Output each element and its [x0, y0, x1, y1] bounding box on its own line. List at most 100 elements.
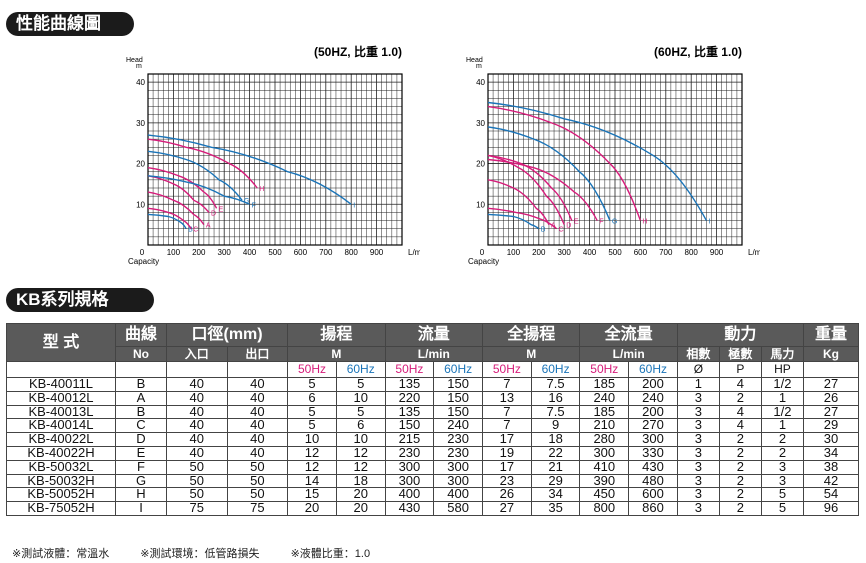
head-unit-header: M — [287, 346, 386, 362]
table-cell: 50 — [226, 473, 289, 489]
table-cell: 38 — [803, 459, 859, 475]
table-cell: 600 — [628, 487, 678, 503]
series-line-I — [147, 134, 352, 205]
series-line-H — [487, 105, 642, 221]
series-label: F — [252, 202, 256, 209]
x-tick-label: 500 — [608, 248, 622, 257]
series-label: B — [541, 227, 546, 234]
footnote: ※測試液體：常溫水 — [12, 548, 110, 560]
y-tick-label: 10 — [136, 200, 145, 209]
table-cell: 800 — [579, 501, 630, 516]
unit-cell: 50Hz — [287, 361, 337, 378]
series-label: H — [259, 186, 264, 193]
table-cell: 75 — [226, 501, 289, 516]
y-tick-label: 20 — [476, 160, 485, 169]
table-cell: 3 — [676, 459, 720, 475]
table-cell: 54 — [803, 487, 859, 503]
table-cell: 430 — [384, 501, 435, 516]
table-row: KB-40012L A 40 40 6 10 220 150 13 16 240 240 3 2 1 26 — [6, 390, 859, 406]
footnotes: ※測試液體：常溫水 ※測試環境：低管路損失 ※液體比重：1.0 — [12, 545, 398, 561]
table-cell: 50 — [226, 459, 289, 475]
table-cell: 18 — [530, 432, 581, 447]
series-label: C — [559, 227, 564, 234]
table-cell: 50 — [166, 459, 228, 475]
table-row: KB-40011L B 40 40 5 5 135 150 7 7.5 185 200 1 4 1/2 27 — [6, 377, 859, 392]
power-header: 動力 — [676, 323, 805, 347]
series-line-B — [147, 213, 187, 230]
table-cell: 30 — [803, 432, 859, 447]
table-cell: 480 — [628, 473, 678, 489]
table-cell: 26 — [482, 487, 532, 503]
table-cell: 35 — [530, 501, 581, 516]
chart-title: (50HZ, 比重 1.0) — [314, 44, 402, 59]
table-cell: 96 — [803, 501, 859, 516]
series-label: E — [219, 206, 224, 213]
series-label: G — [244, 198, 249, 205]
full-flow-header: 全流量 — [579, 323, 678, 347]
series-line-F — [487, 158, 598, 221]
model-header: 型 式 — [6, 323, 116, 362]
table-cell: 230 — [384, 445, 435, 461]
unit-cell: HP — [760, 361, 805, 378]
unit-cell: P — [718, 361, 762, 378]
series-line-D — [147, 175, 210, 213]
table-cell: I — [115, 501, 167, 516]
table-cell: 430 — [628, 459, 678, 475]
series-line-F — [147, 175, 250, 205]
unit-cell: 50Hz — [579, 361, 630, 378]
table-cell: 20 — [335, 501, 386, 516]
unit-cell: 50Hz — [482, 361, 532, 378]
table-cell: 300 — [628, 432, 678, 447]
series-line-G — [147, 150, 243, 201]
table-row: KB-40022H E 40 40 12 12 230 230 19 22 300 330 3 2 2 34 — [6, 445, 859, 461]
y-tick-label: 10 — [476, 200, 485, 209]
table-cell: F — [115, 459, 167, 475]
x-tick-label: 800 — [685, 248, 699, 257]
table-cell: 2 — [718, 459, 762, 475]
table-cell: 200 — [628, 377, 678, 392]
x-tick-label: 700 — [659, 248, 673, 257]
table-cell: 230 — [433, 432, 483, 447]
poles-header: 極數 — [718, 346, 762, 362]
table-cell: 1/2 — [760, 404, 805, 420]
table-cell: 12 — [335, 459, 386, 475]
y-axis-label: Head — [126, 57, 143, 64]
table-cell: 40 — [226, 432, 289, 447]
series-label: I — [708, 219, 710, 226]
table-cell: 580 — [433, 501, 483, 516]
x-tick-label: 300 — [218, 248, 232, 257]
unit-cell: 60Hz — [335, 361, 386, 378]
full-head-unit-header: M — [481, 346, 581, 362]
x-tick-label: 900 — [370, 248, 384, 257]
weight-unit-header: Kg — [803, 346, 859, 362]
phase-header: 相數 — [676, 346, 720, 362]
table-cell: 75 — [166, 501, 228, 516]
series-line-B — [487, 213, 540, 230]
table-cell: 7.5 — [530, 377, 581, 392]
weight-header: 重量 — [803, 323, 859, 347]
curve-sub-header: No — [115, 346, 167, 362]
table-cell: 27 — [482, 501, 532, 516]
series-line-E — [147, 166, 218, 209]
y-tick-label: 40 — [476, 78, 485, 87]
x-tick-label: 100 — [167, 248, 181, 257]
flow-header: 流量 — [384, 323, 484, 347]
table-row: KB-50032L F 50 50 12 12 300 300 17 21 410 430 3 2 3 38 — [6, 459, 859, 475]
table-cell: KB-75052H — [6, 501, 116, 516]
table-cell: 40 — [166, 404, 228, 420]
table-cell: 860 — [628, 501, 678, 516]
y-axis-label: Head — [466, 57, 483, 64]
unit-cell: Ø — [676, 361, 720, 378]
x-tick-label: 600 — [634, 248, 648, 257]
x-axis-unit: L/min — [408, 248, 420, 257]
table-row: KB-50052H H 50 50 15 20 400 400 26 34 450 600 3 2 5 54 — [6, 487, 859, 503]
footnote: ※液體比重：1.0 — [290, 548, 371, 560]
x-tick-label: 300 — [558, 248, 572, 257]
x-tick-label: 200 — [192, 248, 206, 257]
y-axis-unit: m — [136, 63, 142, 70]
table-cell: 34 — [803, 445, 859, 461]
series-line-E — [487, 154, 573, 221]
footnote: ※測試環境：低管路損失 — [140, 548, 260, 560]
